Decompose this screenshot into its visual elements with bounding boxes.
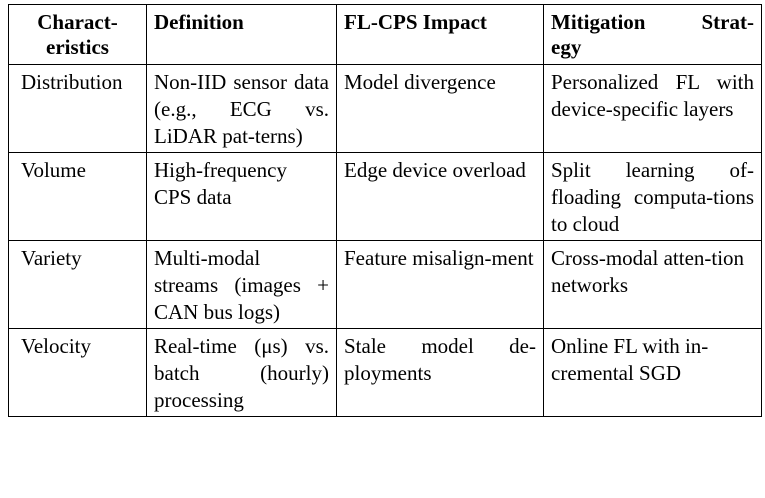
- header-definition: Definition: [146, 4, 337, 65]
- cell-mitigation: Cross-modal atten-tion networks: [543, 240, 762, 329]
- table-row: Variety Multi-modal streams (images + CA…: [8, 240, 762, 329]
- cell-characteristic: Velocity: [8, 328, 147, 417]
- cell-characteristic: Distribution: [8, 64, 147, 153]
- cell-definition: High-frequency CPS data: [146, 152, 337, 241]
- cell-mitigation: Personalized FL with device-specific lay…: [543, 64, 762, 153]
- cell-impact: Feature misalign-ment: [336, 240, 544, 329]
- cell-impact: Edge device overload: [336, 152, 544, 241]
- cell-definition: Real-time (μs) vs. batch (hourly) proces…: [146, 328, 337, 417]
- table-row: Velocity Real-time (μs) vs. batch (hourl…: [8, 328, 762, 417]
- cell-impact: Stale model de-ployments: [336, 328, 544, 417]
- header-characteristics: Charact- eristics: [8, 4, 147, 65]
- cell-definition: Multi-modal streams (images + CAN bus lo…: [146, 240, 337, 329]
- header-mitigation-strategy: Mitigation Strat-egy: [543, 4, 762, 65]
- cell-characteristic: Volume: [8, 152, 147, 241]
- cell-mitigation: Split learning of-floading computa-tions…: [543, 152, 762, 241]
- fl-cps-characteristics-table: Charact- eristics Definition FL-CPS Impa…: [8, 4, 762, 417]
- table-row: Volume High-frequency CPS data Edge devi…: [8, 152, 762, 241]
- cell-mitigation: Online FL with in-cremental SGD: [543, 328, 762, 417]
- table-row: Distribution Non-IID sensor data (e.g., …: [8, 64, 762, 153]
- cell-definition: Non-IID sensor data (e.g., ECG vs. LiDAR…: [146, 64, 337, 153]
- cell-characteristic: Variety: [8, 240, 147, 329]
- cell-impact: Model divergence: [336, 64, 544, 153]
- header-fl-cps-impact: FL-CPS Impact: [336, 4, 544, 65]
- table-header-row: Charact- eristics Definition FL-CPS Impa…: [8, 4, 762, 65]
- comparison-table-container: Charact- eristics Definition FL-CPS Impa…: [8, 4, 762, 417]
